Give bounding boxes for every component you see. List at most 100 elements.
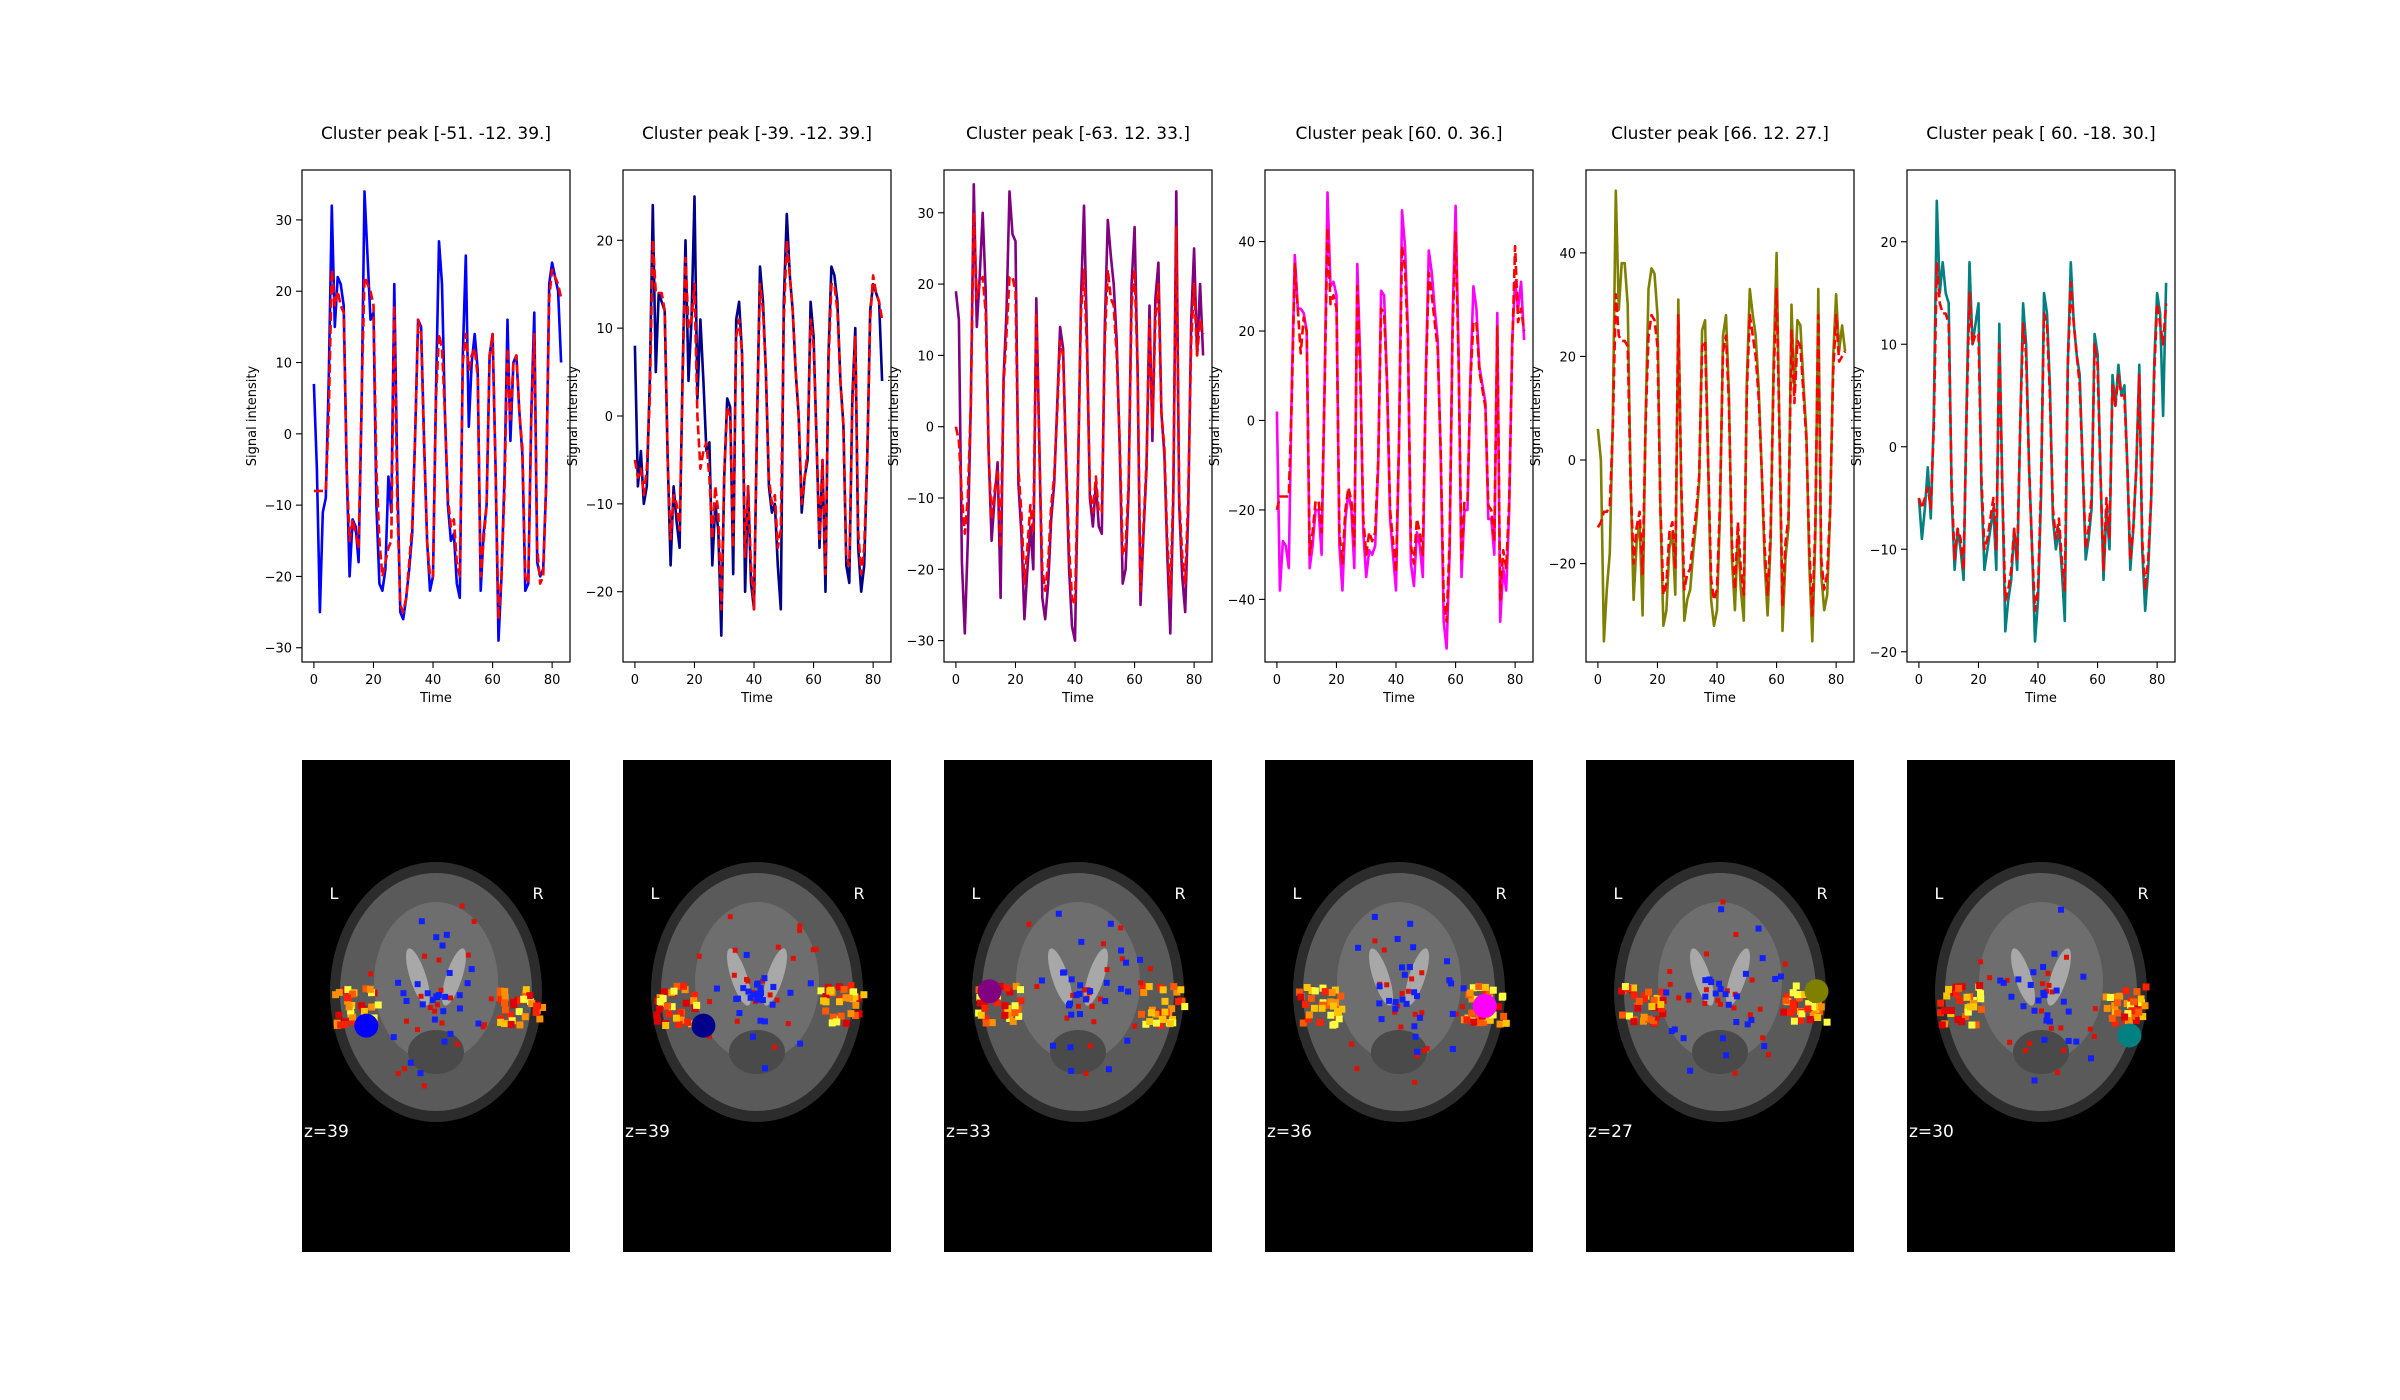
activation-voxel bbox=[1082, 987, 1088, 993]
activation-voxel-right bbox=[2124, 1017, 2132, 1025]
activation-voxel-left bbox=[670, 987, 678, 995]
slice-right-label: R bbox=[1174, 884, 1185, 903]
deactivation-voxel bbox=[761, 1065, 768, 1072]
activation-voxel-right bbox=[1469, 984, 1477, 992]
plot-frame bbox=[1906, 169, 2176, 663]
slice-left-label: L bbox=[972, 884, 981, 903]
activation-voxel-left bbox=[1003, 984, 1011, 992]
y-tick-label: −30 bbox=[265, 642, 292, 657]
activation-voxel bbox=[696, 953, 702, 959]
activation-voxel-right bbox=[822, 993, 830, 1001]
activation-voxel-left bbox=[672, 1014, 680, 1022]
activation-voxel bbox=[1704, 951, 1710, 957]
x-tick-label: 60 bbox=[1768, 673, 1785, 688]
fitted-line bbox=[313, 268, 563, 621]
deactivation-voxel bbox=[1073, 992, 1080, 999]
activation-voxel bbox=[813, 946, 819, 952]
x-tick-label: 80 bbox=[544, 673, 561, 688]
ventricle-right bbox=[763, 948, 787, 1006]
activation-voxel bbox=[797, 928, 803, 934]
activation-voxel-left bbox=[660, 988, 668, 996]
deactivation-voxel bbox=[414, 981, 421, 988]
y-tick-label: −20 bbox=[586, 586, 613, 601]
deactivation-voxel bbox=[1107, 920, 1114, 927]
activation-voxel-right bbox=[1792, 982, 1800, 990]
deactivation-voxel bbox=[439, 942, 446, 949]
activation-voxel bbox=[1075, 1003, 1081, 1009]
deactivation-voxel bbox=[2065, 1037, 2072, 1044]
deactivation-voxel bbox=[733, 996, 740, 1003]
activation-voxel bbox=[774, 997, 780, 1003]
cluster-peak-marker bbox=[2117, 1023, 2142, 1048]
activation-voxel-left bbox=[1327, 998, 1335, 1006]
activation-voxel bbox=[434, 1002, 440, 1008]
activation-voxel bbox=[2063, 954, 2069, 960]
activation-voxel bbox=[1732, 1070, 1738, 1076]
activation-voxel-left bbox=[368, 1003, 376, 1011]
deactivation-voxel bbox=[1680, 1035, 1687, 1042]
activation-voxel-right bbox=[532, 1008, 540, 1016]
slice-left-label: L bbox=[1935, 884, 1944, 903]
chart-title: Cluster peak [-51. -12. 39.] bbox=[321, 124, 551, 144]
deactivation-voxel bbox=[390, 1034, 397, 1041]
activation-voxel-left bbox=[1640, 1013, 1648, 1021]
deactivation-voxel bbox=[2015, 976, 2022, 983]
activation-voxel bbox=[2091, 1033, 2097, 1039]
activation-voxel bbox=[1384, 982, 1390, 988]
deactivation-voxel bbox=[1761, 1043, 1768, 1050]
activation-voxel-left bbox=[662, 1021, 670, 1029]
activation-voxel-left bbox=[1011, 1009, 1019, 1017]
brain-slice-3: L Rz=33 bbox=[944, 760, 1212, 1252]
deactivation-voxel bbox=[1137, 956, 1144, 963]
deactivation-voxel bbox=[1105, 1066, 1112, 1073]
deactivation-voxel bbox=[1685, 992, 1692, 999]
activation-voxel bbox=[454, 1041, 460, 1047]
y-tick-label: −30 bbox=[907, 635, 934, 650]
deactivation-voxel bbox=[757, 985, 764, 992]
activation-voxel bbox=[2043, 988, 2049, 994]
x-axis-label: Time bbox=[419, 691, 452, 706]
activation-voxel bbox=[459, 903, 465, 909]
activation-voxel-left bbox=[1645, 988, 1653, 996]
activation-voxel-left bbox=[1659, 1010, 1667, 1018]
activation-voxel-left bbox=[1329, 1021, 1337, 1029]
activation-voxel bbox=[1414, 1053, 1420, 1059]
deactivation-voxel bbox=[1748, 1017, 1755, 1024]
activation-voxel bbox=[1717, 1001, 1723, 1007]
activation-voxel-left bbox=[1295, 988, 1303, 996]
activation-voxel-right bbox=[1142, 1020, 1150, 1028]
activation-voxel-left bbox=[1311, 987, 1319, 995]
activation-voxel bbox=[1405, 988, 1411, 994]
deactivation-voxel bbox=[761, 1018, 768, 1025]
activation-voxel-right bbox=[817, 987, 825, 995]
activation-voxel-left bbox=[677, 1016, 685, 1024]
activation-voxel-left bbox=[1337, 992, 1345, 1000]
activation-voxel-left bbox=[1937, 1009, 1945, 1017]
activation-voxel bbox=[439, 1020, 445, 1026]
activation-voxel bbox=[1119, 956, 1125, 962]
activation-voxel-right bbox=[1168, 1005, 1176, 1013]
deactivation-voxel bbox=[1722, 991, 1729, 998]
slice-left-label: L bbox=[330, 884, 339, 903]
activation-voxel bbox=[2045, 970, 2051, 976]
activation-voxel-right bbox=[1153, 1019, 1161, 1027]
deactivation-voxel bbox=[1394, 935, 1401, 942]
activation-voxel-right bbox=[1166, 1020, 1174, 1028]
activation-voxel-left bbox=[1338, 1005, 1346, 1013]
y-tick-label: 20 bbox=[917, 278, 934, 293]
activation-voxel-right bbox=[1140, 983, 1148, 991]
activation-voxel bbox=[1392, 1009, 1398, 1015]
x-tick-label: 0 bbox=[952, 673, 960, 688]
brain-slices-row: L Rz=39 L Rz=39 L Rz=33 L Rz=36 L Rz=27 L Rz=30 bbox=[302, 760, 2175, 1252]
activation-voxel bbox=[2048, 1025, 2054, 1031]
activation-voxel-right bbox=[2102, 993, 2110, 1001]
deactivation-voxel bbox=[1061, 969, 1068, 976]
y-tick-label: −20 bbox=[265, 570, 292, 585]
activation-voxel-right bbox=[516, 1021, 524, 1029]
activation-voxel-left bbox=[1305, 1011, 1313, 1019]
activation-voxel-left bbox=[1297, 993, 1305, 1001]
activation-voxel-right bbox=[521, 990, 529, 998]
deactivation-voxel bbox=[442, 993, 449, 1000]
deactivation-voxel bbox=[807, 980, 814, 987]
activation-voxel bbox=[1654, 1015, 1660, 1021]
